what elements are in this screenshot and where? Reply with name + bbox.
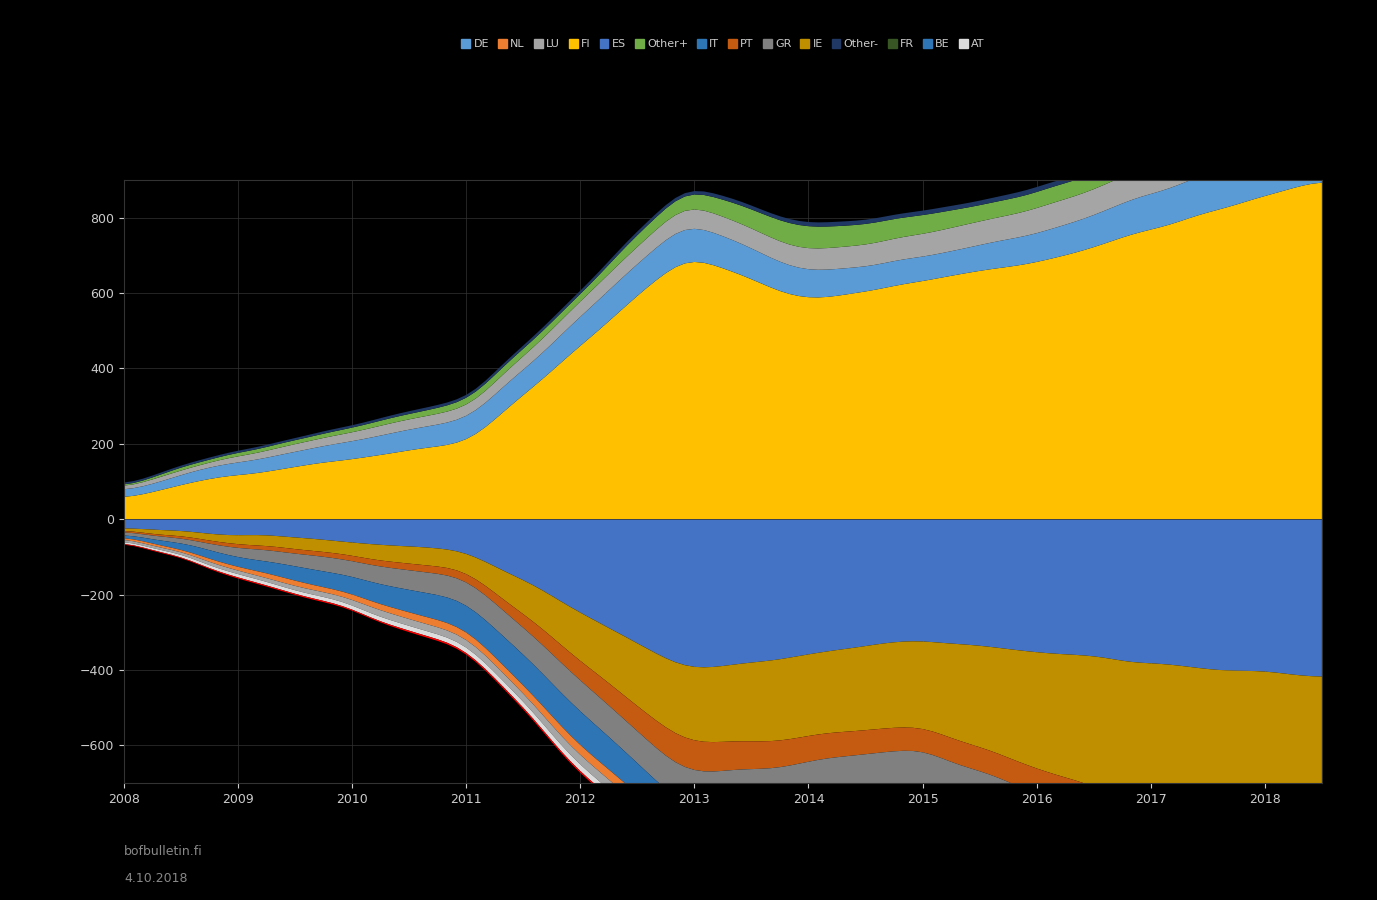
Text: bofbulletin.fi: bofbulletin.fi [124,845,202,858]
Text: 4.10.2018: 4.10.2018 [124,872,187,885]
Legend: DE, NL, LU, FI, ES, Other+, IT, PT, GR, IE, Other-, FR, BE, AT: DE, NL, LU, FI, ES, Other+, IT, PT, GR, … [457,35,989,54]
